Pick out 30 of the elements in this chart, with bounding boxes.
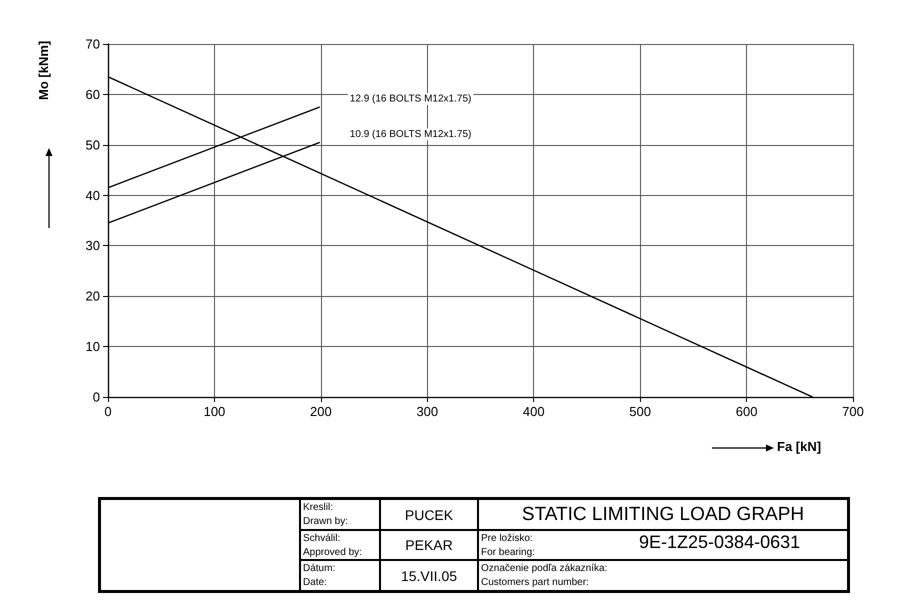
text: 10.9 (16 BOLTS M12x1.75) [350, 128, 472, 140]
y-tick-label: 50 [86, 137, 100, 152]
x-tick-label: 600 [736, 404, 758, 419]
x-tick-label: 300 [416, 404, 438, 419]
text: Pre ložisko: For bearing: [481, 533, 535, 558]
x-tick-label: 500 [629, 404, 651, 419]
text: 15.VII.05 [381, 561, 477, 590]
y-tick-label: 10 [86, 339, 100, 354]
y-tick-label: 0 [92, 390, 100, 404]
x-axis-title: Fa [kN] [777, 439, 822, 454]
text: STATIC LIMITING LOAD GRAPH [479, 500, 847, 529]
text: 9E-1Z25-0384-0631 [639, 532, 800, 552]
text: Schválil: Approved by: [301, 531, 379, 561]
text: Dátum: Date: [301, 561, 379, 591]
text: PUCEK [381, 500, 477, 529]
y-tick-label: 40 [86, 188, 100, 203]
x-tick-label: 200 [310, 404, 332, 419]
x-tick-label: 700 [842, 404, 864, 419]
y-tick-label: 60 [86, 86, 100, 102]
text: PEKAR [381, 531, 477, 559]
y-tick-label: 20 [86, 288, 100, 304]
y-tick-label: 30 [86, 238, 100, 254]
x-tick-label: 100 [204, 404, 226, 419]
text: 12.9 (16 BOLTS M12x1.75) [350, 94, 472, 105]
y-tick-label: 70 [86, 36, 100, 52]
x-tick-label: 0 [104, 404, 112, 419]
x-tick-label: 400 [522, 404, 545, 419]
y-axis-title: Mo [kNm] [36, 40, 51, 100]
text: Kreslil: Drawn by: [301, 500, 379, 530]
text: Označenie podľa zákazníka: Customers part number: [479, 561, 847, 591]
